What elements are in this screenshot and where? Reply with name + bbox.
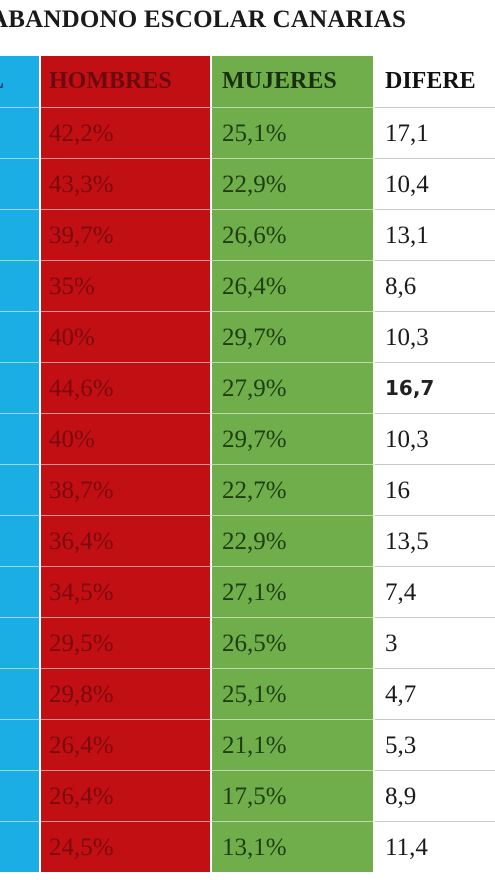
diferencia-cell: 10,4 (375, 158, 495, 209)
diferencia-cell: 10,3 (375, 311, 495, 362)
mujeres-cell: 26,4% (212, 260, 375, 311)
total-cell (0, 413, 41, 464)
diferencia-cell: 4,7 (375, 668, 495, 719)
hombres-cell: 26,4% (41, 770, 212, 821)
mujeres-cell: 25,1% (212, 668, 375, 719)
total-cell (0, 821, 41, 872)
mujeres-cell: 17,5% (212, 770, 375, 821)
table-title-bar: ABANDONO ESCOLAR CANARIAS (0, 0, 495, 56)
hombres-cell: 43,3% (41, 158, 212, 209)
hombres-cell: 29,5% (41, 617, 212, 668)
hombres-cell: 42,2% (41, 107, 212, 158)
table-row: 40% 29,7% 10,3 (0, 413, 495, 464)
diferencia-cell: 3 (375, 617, 495, 668)
mujeres-cell: 26,6% (212, 209, 375, 260)
header-diferencia: DIFERE (375, 56, 495, 107)
total-cell (0, 668, 41, 719)
mujeres-cell: 22,7% (212, 464, 375, 515)
total-cell (0, 515, 41, 566)
diferencia-cell: 16,7 (375, 362, 495, 413)
table-row: 29,8% 25,1% 4,7 (0, 668, 495, 719)
hombres-cell: 38,7% (41, 464, 212, 515)
header-total: L (0, 56, 41, 107)
diferencia-cell: 13,5 (375, 515, 495, 566)
diferencia-cell: 7,4 (375, 566, 495, 617)
diferencia-cell: 8,9 (375, 770, 495, 821)
table-row: 40% 29,7% 10,3 (0, 311, 495, 362)
diferencia-cell: 16 (375, 464, 495, 515)
diferencia-cell: 17,1 (375, 107, 495, 158)
table-row: 26,4% 17,5% 8,9 (0, 770, 495, 821)
diferencia-cell: 11,4 (375, 821, 495, 872)
table-row: 26,4% 21,1% 5,3 (0, 719, 495, 770)
table-row: 34,5% 27,1% 7,4 (0, 566, 495, 617)
diferencia-cell: 13,1 (375, 209, 495, 260)
total-cell (0, 566, 41, 617)
hombres-cell: 34,5% (41, 566, 212, 617)
total-cell (0, 719, 41, 770)
total-cell (0, 107, 41, 158)
total-cell (0, 209, 41, 260)
mujeres-cell: 26,5% (212, 617, 375, 668)
header-mujeres: MUJERES (212, 56, 375, 107)
mujeres-cell: 13,1% (212, 821, 375, 872)
mujeres-cell: 25,1% (212, 107, 375, 158)
total-cell (0, 362, 41, 413)
total-cell (0, 158, 41, 209)
hombres-cell: 39,7% (41, 209, 212, 260)
table-header-row: L HOMBRES MUJERES DIFERE (0, 56, 495, 107)
total-cell (0, 260, 41, 311)
table-row: 38,7% 22,7% 16 (0, 464, 495, 515)
mujeres-cell: 29,7% (212, 413, 375, 464)
hombres-cell: 36,4% (41, 515, 212, 566)
table-row: 36,4% 22,9% 13,5 (0, 515, 495, 566)
table-row: 44,6% 27,9% 16,7 (0, 362, 495, 413)
hombres-cell: 40% (41, 413, 212, 464)
total-cell (0, 464, 41, 515)
table-row: 42,2% 25,1% 17,1 (0, 107, 495, 158)
table-title: ABANDONO ESCOLAR CANARIAS (0, 6, 407, 33)
table-row: 35% 26,4% 8,6 (0, 260, 495, 311)
total-cell (0, 617, 41, 668)
table-row: 39,7% 26,6% 13,1 (0, 209, 495, 260)
table-row: 43,3% 22,9% 10,4 (0, 158, 495, 209)
hombres-cell: 26,4% (41, 719, 212, 770)
mujeres-cell: 29,7% (212, 311, 375, 362)
mujeres-cell: 27,1% (212, 566, 375, 617)
diferencia-cell: 8,6 (375, 260, 495, 311)
hombres-cell: 44,6% (41, 362, 212, 413)
hombres-cell: 29,8% (41, 668, 212, 719)
diferencia-cell: 5,3 (375, 719, 495, 770)
hombres-cell: 24,5% (41, 821, 212, 872)
mujeres-cell: 27,9% (212, 362, 375, 413)
abandono-table: L HOMBRES MUJERES DIFERE 42,2%25,1%17,14… (0, 56, 495, 876)
hombres-cell: 40% (41, 311, 212, 362)
table-row: 29,5% 26,5% 3 (0, 617, 495, 668)
mujeres-cell: 21,1% (212, 719, 375, 770)
mujeres-cell: 22,9% (212, 515, 375, 566)
total-cell (0, 311, 41, 362)
mujeres-cell: 22,9% (212, 158, 375, 209)
total-cell (0, 770, 41, 821)
table-row: 24,5% 13,1% 11,4 (0, 821, 495, 872)
hombres-cell: 35% (41, 260, 212, 311)
header-hombres: HOMBRES (41, 56, 212, 107)
diferencia-cell: 10,3 (375, 413, 495, 464)
